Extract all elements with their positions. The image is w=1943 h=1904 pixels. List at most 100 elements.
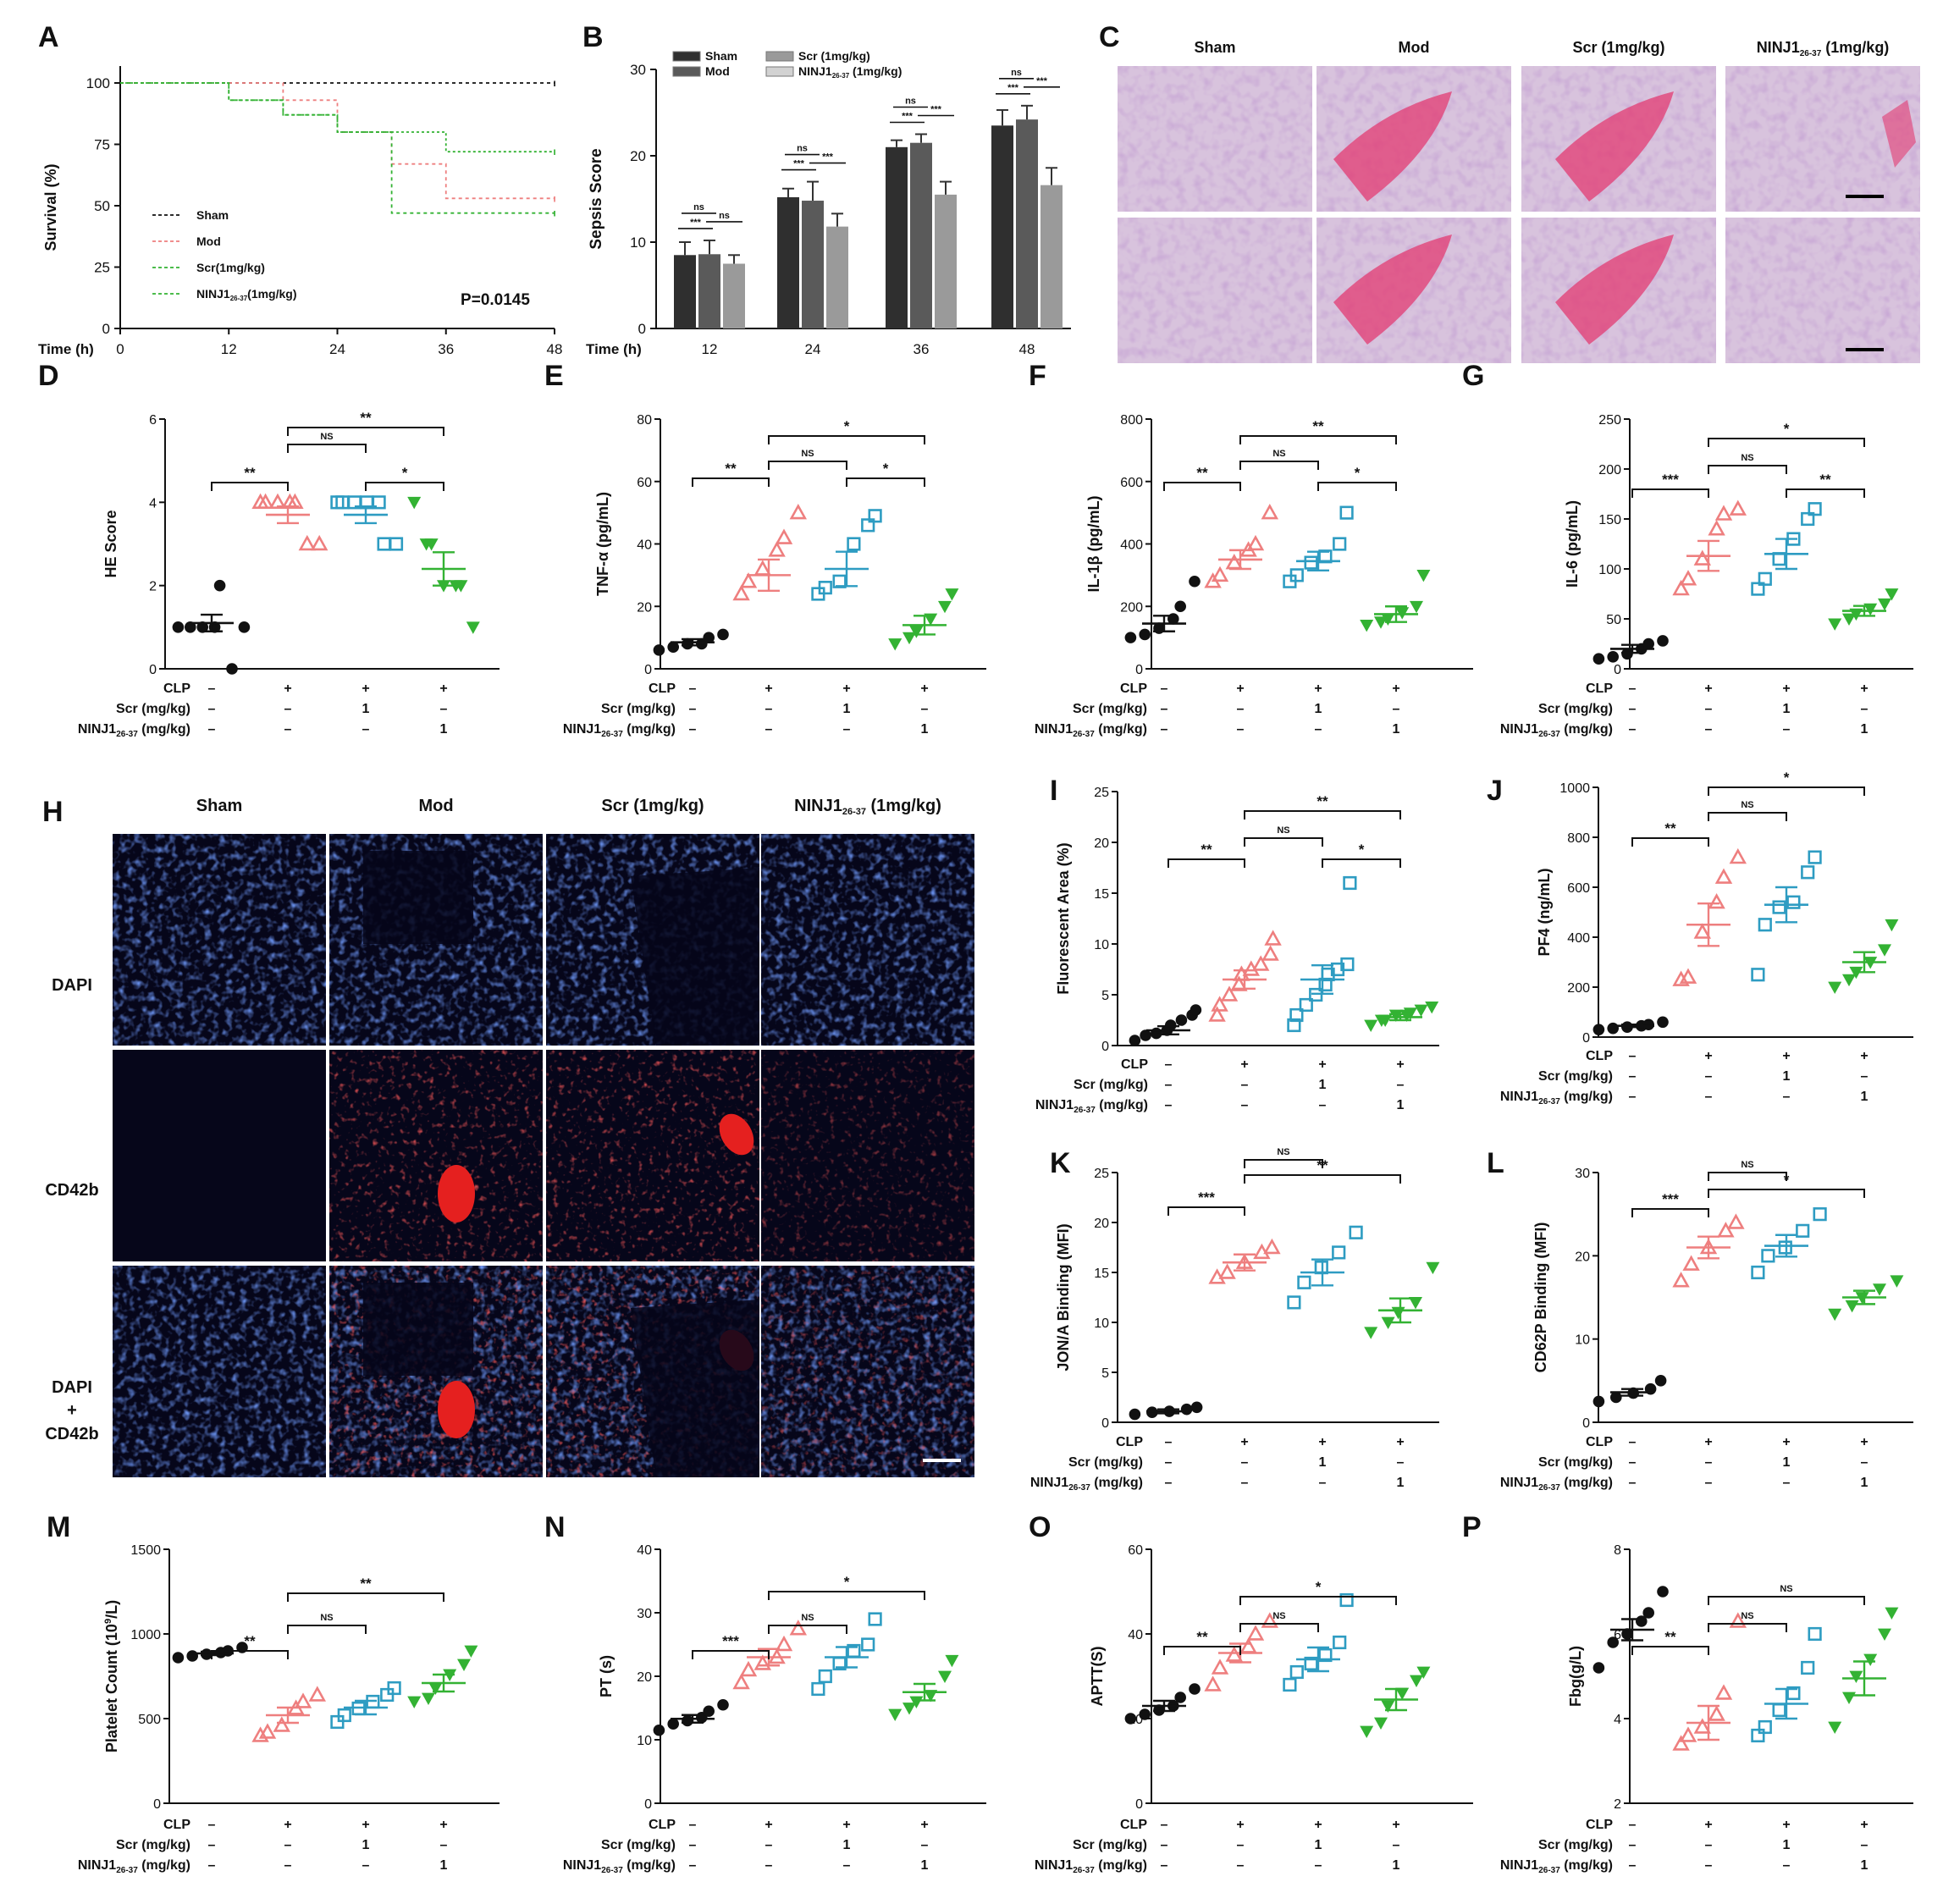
data-point — [1129, 1408, 1141, 1421]
panel-letter: I — [1050, 775, 1057, 807]
significance-label: *** — [793, 159, 805, 169]
treatment-value: – — [1783, 1858, 1791, 1873]
data-point — [1729, 1612, 1747, 1628]
data-point — [739, 572, 758, 588]
significance-label: NS — [1741, 1160, 1753, 1170]
data-point — [732, 1673, 750, 1690]
y-tick-label: 40 — [637, 1543, 652, 1558]
data-point — [739, 1660, 758, 1677]
treatment-value: + — [284, 1818, 291, 1832]
data-point — [1592, 653, 1605, 665]
data-point — [1333, 1635, 1347, 1650]
he-texture — [1118, 66, 1312, 212]
data-point — [1318, 1647, 1333, 1663]
dapi-signal — [761, 834, 974, 1046]
data-point — [1878, 598, 1891, 611]
treatment-value: + — [842, 682, 850, 696]
y-tick-label: 2 — [1614, 1797, 1621, 1812]
y-axis-title: TNF-α (pg/mL) — [594, 492, 611, 596]
data-point — [226, 663, 238, 675]
treatment-value: 1 — [1861, 722, 1868, 737]
data-point — [1682, 1255, 1700, 1271]
treatment-value: + — [765, 682, 772, 696]
data-point — [294, 1692, 312, 1708]
y-tick-label: 100 — [1598, 563, 1621, 577]
y-tick-label: 400 — [1567, 931, 1590, 946]
data-point — [1842, 613, 1856, 626]
data-point — [1654, 1375, 1667, 1387]
significance-bracket — [692, 477, 770, 487]
significance-bracket — [1708, 1623, 1787, 1632]
significance-bracket — [768, 1591, 925, 1600]
treatment-value: – — [1629, 1455, 1637, 1470]
data-point — [789, 1620, 808, 1636]
data-point — [1751, 582, 1765, 596]
y-tick-label: 1000 — [130, 1628, 161, 1642]
data-point — [1139, 628, 1151, 641]
ninj-row-label: NINJ126-37 (mg/kg) — [78, 1858, 190, 1875]
treatment-value: – — [362, 1858, 370, 1873]
data-point — [1592, 1662, 1605, 1674]
treatment-value: – — [1861, 1455, 1868, 1470]
data-point — [186, 1650, 198, 1662]
data-point — [258, 1723, 277, 1739]
data-point — [775, 528, 793, 544]
ninj-row-label: NINJ126-37 (mg/kg) — [1500, 722, 1613, 739]
y-tick-label: 6 — [149, 413, 157, 428]
significance-bracket — [768, 435, 925, 444]
significance-bracket — [1631, 488, 1709, 498]
significance-label: ** — [1664, 1629, 1676, 1645]
y-tick-label: 50 — [94, 198, 110, 214]
significance-bracket — [365, 482, 444, 491]
data-point — [861, 518, 875, 533]
scr-row-label: Scr (mg/kg) — [1073, 1838, 1147, 1852]
panel-letter: L — [1487, 1147, 1504, 1179]
survival-curve — [120, 82, 555, 214]
data-point — [703, 632, 715, 643]
treatment-value: + — [1704, 1818, 1712, 1832]
treatment-value: – — [208, 1858, 216, 1873]
treatment-value: + — [1314, 682, 1322, 696]
treatment-value: – — [1161, 682, 1168, 696]
y-axis-title: PT (s) — [598, 1655, 615, 1697]
significance-label: * — [402, 465, 408, 481]
y-tick-label: 8 — [1614, 1543, 1621, 1558]
significance-bracket — [1163, 482, 1241, 491]
data-point — [1717, 1222, 1735, 1238]
treatment-value: 1 — [1783, 1838, 1791, 1852]
data-point — [1672, 579, 1690, 596]
treatment-value: 1 — [1783, 1069, 1791, 1084]
significance-bracket — [1239, 1623, 1319, 1632]
legend-label: Sham — [196, 208, 229, 222]
data-point — [1416, 1666, 1431, 1679]
y-axis-title: HE Score — [102, 510, 119, 577]
data-point — [1890, 1275, 1904, 1288]
data-point — [1246, 1625, 1265, 1641]
data-point — [454, 580, 468, 593]
significance-label: *** — [902, 112, 914, 122]
treatment-value: – — [362, 722, 370, 737]
hemorrhage-region — [1882, 100, 1916, 168]
significance-label: NS — [1272, 449, 1285, 459]
treatment-value: – — [1397, 1455, 1405, 1470]
censor-mark: ı — [553, 207, 555, 219]
panel-L: L 0 10 20 30 CD62P Binding (MFI) *** NS * CLP – + + +… — [1487, 1147, 1913, 1493]
treatment-value: – — [1161, 1818, 1168, 1832]
treatment-value: – — [1861, 1069, 1868, 1084]
data-point — [1642, 637, 1654, 650]
treatment-value: – — [1161, 1858, 1168, 1873]
column-header: Scr (1mg/kg) — [1572, 39, 1664, 56]
y-tick-label: 1500 — [130, 1543, 161, 1558]
data-point — [1727, 1213, 1745, 1229]
x-tick-label: 36 — [438, 341, 454, 357]
significance-label: ** — [1196, 465, 1208, 481]
clp-row-label: CLP — [1120, 682, 1147, 696]
data-point — [1409, 1297, 1422, 1310]
y-tick-label: 15 — [1094, 887, 1109, 902]
hemorrhage-region — [1333, 91, 1452, 201]
y-tick-label: 40 — [1128, 1628, 1143, 1642]
y-axis-title: Fluorescent Area (%) — [1055, 842, 1072, 994]
significance-label: NS — [1780, 1584, 1792, 1594]
data-point — [1758, 571, 1772, 586]
